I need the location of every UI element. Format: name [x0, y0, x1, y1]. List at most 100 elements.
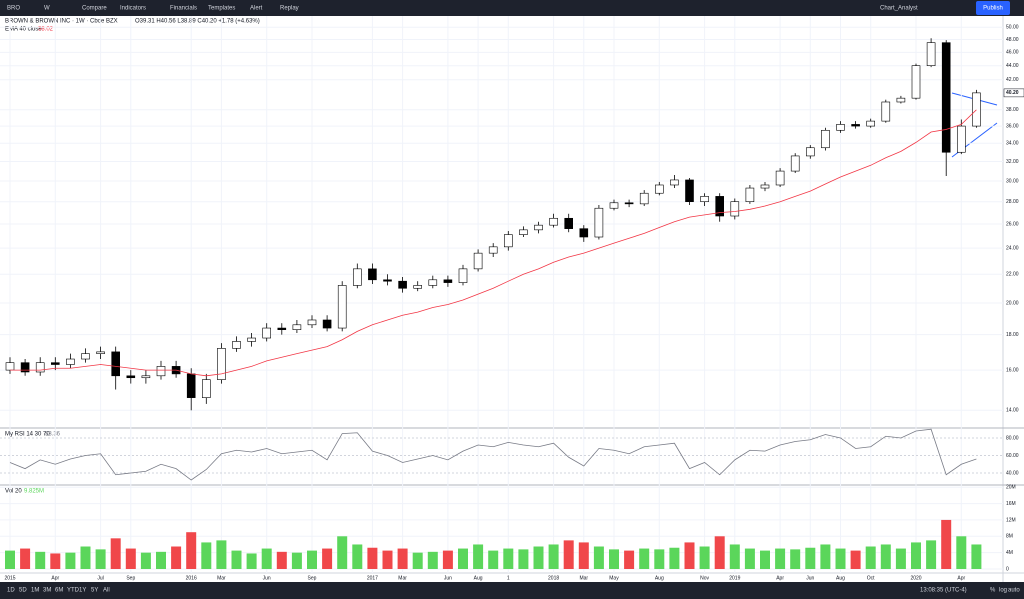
x-tick-label: Mar: [579, 575, 588, 581]
toolbar-items: BRO W Chart_Analyst Publish 13:08:35 (UT…: [7, 6, 1003, 594]
candle-body: [307, 319, 317, 326]
candle-body: [639, 192, 649, 205]
y-tick-label: 34.00: [1006, 141, 1019, 147]
publish-button[interactable]: [976, 1, 1010, 15]
candle-body: [458, 268, 468, 283]
volume-bar: [458, 548, 468, 569]
candle-body: [398, 280, 407, 289]
rsi-value: 53.36: [45, 432, 61, 438]
y-tick-label: 16M: [1006, 501, 1016, 507]
x-tick-label: 2015: [4, 575, 15, 581]
volume-bar: [714, 536, 725, 569]
volume-bar: [533, 546, 544, 569]
scale-option[interactable]: auto: [1008, 588, 1020, 594]
ema-value: 38.02: [38, 27, 54, 33]
x-tick-label: Oct: [867, 575, 875, 581]
x-tick-label: Jul: [97, 575, 103, 581]
x-tick-label: Jun: [444, 575, 452, 581]
ohlc-label: O39.31 H40.56 L38.89 C40.20 +1.78 (+4.63…: [135, 19, 260, 25]
volume-bar: [895, 548, 906, 569]
candle-body: [790, 155, 800, 172]
volume-bar: [654, 549, 665, 569]
candle-body: [926, 42, 936, 66]
volume-bar: [956, 536, 967, 569]
volume-bar: [593, 546, 604, 569]
volume-bar: [322, 548, 333, 569]
volume-bar: [231, 550, 242, 569]
volume-bar: [548, 544, 559, 569]
volume-bar: [578, 542, 589, 569]
candle-body: [866, 120, 876, 127]
x-tick-label: Aug: [836, 575, 845, 581]
volume-bar: [80, 546, 91, 569]
candle-body: [217, 348, 226, 380]
candle-body: [745, 187, 755, 203]
candle-body: [564, 217, 574, 229]
volume-bar: [397, 548, 408, 569]
range-button[interactable]: 3M: [43, 588, 51, 594]
range-button[interactable]: 1D: [7, 588, 15, 594]
toolbar-button[interactable]: Financials: [170, 6, 197, 12]
volume-bar: [926, 540, 937, 569]
rsi-title: My RSI 14 30 70: [5, 432, 50, 438]
candle-body: [654, 184, 664, 194]
volume-bar: [760, 550, 770, 569]
candle-body: [715, 196, 725, 217]
candle-body: [413, 285, 423, 289]
y-tick-label: 46.00: [1006, 50, 1019, 56]
toolbar-button[interactable]: Indicators: [120, 6, 146, 12]
x-tick-label: Jun: [806, 575, 814, 581]
y-tick-label: 50.00: [1006, 25, 1019, 31]
range-button[interactable]: All: [103, 588, 110, 594]
volume-bar: [337, 536, 348, 569]
candle-body: [775, 170, 785, 186]
interval[interactable]: W: [44, 6, 50, 12]
range-button[interactable]: 6M: [55, 588, 63, 594]
volume-bar: [307, 550, 317, 569]
x-tick-label: 2020: [910, 575, 921, 581]
y-tick-label: 26.00: [1006, 221, 1019, 227]
volume-bar: [563, 540, 574, 569]
range-button[interactable]: 5Y: [91, 588, 98, 594]
layout-name[interactable]: Chart_Analyst: [880, 6, 918, 12]
volume-bar: [95, 549, 106, 569]
volume-bar: [442, 550, 453, 569]
scale-option[interactable]: log: [999, 588, 1007, 594]
candle-body: [443, 279, 453, 283]
volume-bar: [352, 544, 363, 569]
y-tick-label: 4M: [1006, 550, 1013, 556]
toolbar-button[interactable]: Alert: [250, 6, 263, 12]
x-tick-label: Aug: [474, 575, 483, 581]
candle-body: [760, 184, 770, 189]
volume-bar: [246, 553, 257, 569]
range-button[interactable]: 1M: [31, 588, 39, 594]
candle-body: [292, 324, 302, 330]
candle-body: [851, 124, 860, 127]
candle-body: [805, 147, 815, 157]
x-tick-label: Apr: [51, 575, 59, 581]
toolbar-button[interactable]: Templates: [208, 6, 235, 12]
y-tick-label: 0: [1006, 566, 1009, 572]
publish-label[interactable]: Publish: [983, 6, 1003, 12]
candle-body: [941, 42, 951, 153]
scale-option[interactable]: %: [990, 588, 996, 594]
toolbar-button[interactable]: Replay: [280, 6, 299, 12]
volume-bar: [805, 547, 816, 569]
range-button[interactable]: 5D: [19, 588, 27, 594]
ema-name: EMA 40 close: [5, 27, 42, 33]
y-tick-label: 24.00: [1006, 245, 1019, 251]
chart-title: BROWN & BROWN INC · 1W · Cboe BZX: [5, 19, 118, 25]
y-tick-label: 8M: [1006, 534, 1013, 540]
toolbar-button[interactable]: Compare: [82, 6, 107, 12]
volume-bar: [729, 544, 740, 569]
volume-bar: [367, 547, 378, 569]
range-button[interactable]: YTD: [67, 588, 80, 594]
candle-body: [956, 125, 966, 153]
y-tick-label: 20.00: [1006, 300, 1019, 306]
range-button[interactable]: 1Y: [79, 588, 86, 594]
candle-body: [624, 202, 634, 205]
candle-body: [881, 101, 891, 122]
candle-body: [277, 327, 287, 330]
symbol[interactable]: BRO: [7, 6, 20, 12]
